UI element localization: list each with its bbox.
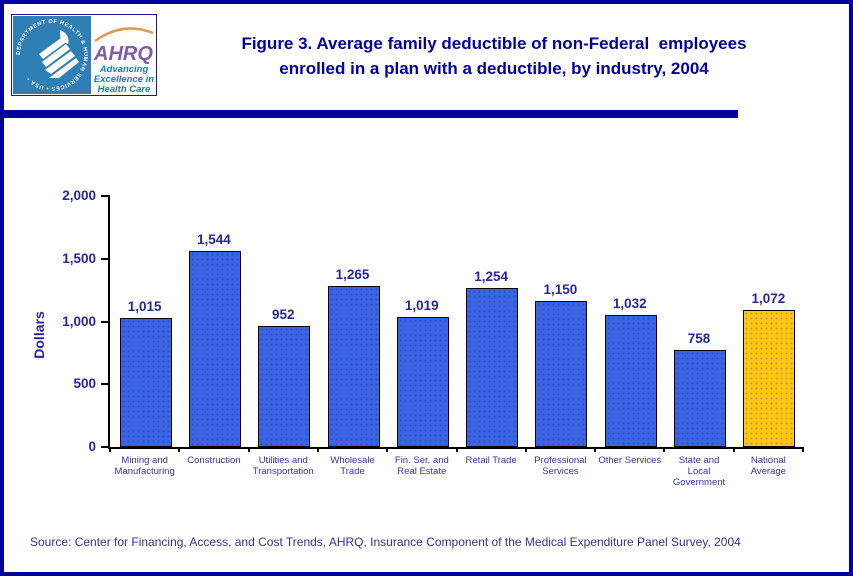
x-axis-tick	[802, 447, 804, 452]
x-axis-tick	[732, 447, 735, 452]
y-axis-tick	[101, 257, 110, 260]
bar-value-label: 1,032	[612, 296, 647, 311]
y-axis-tick	[101, 320, 110, 323]
x-axis-tick	[594, 447, 597, 452]
bar	[327, 286, 380, 447]
header-divider-bar	[4, 110, 738, 118]
bar-value-label: 758	[687, 331, 711, 346]
ahrq-tagline-line2: Excellence in	[94, 74, 154, 85]
y-axis-tick-label: 1,000	[62, 313, 96, 329]
bar-value-label: 1,544	[196, 232, 231, 247]
bar-value-label: 1,015	[127, 299, 162, 314]
hhs-ahrq-logo-graphic: DEPARTMENT OF HEALTH & HUMAN SERVICES • …	[11, 14, 157, 96]
hhs-eagle-icon	[39, 30, 79, 78]
x-axis-category-label: Retail Trade	[465, 455, 517, 466]
x-axis-category-label: National Average	[750, 455, 786, 477]
x-axis-category-label: Utilities and Transportation	[252, 455, 314, 477]
ahrq-swoosh-icon	[94, 27, 154, 43]
figure-title: Figure 3. Average family deductible of n…	[154, 31, 834, 81]
x-axis-tick	[109, 447, 111, 452]
x-axis-category-label: Wholesale Trade	[330, 455, 375, 477]
y-axis-title: Dollars	[31, 311, 47, 359]
bar-value-label: 1,072	[751, 291, 786, 306]
plot-area: 1,015 Mining and Manufacturing 1,544 Constru…	[62, 188, 804, 488]
x-axis-tick	[316, 447, 319, 452]
x-axis-tick	[455, 447, 458, 452]
ahrq-tagline-line1: Advancing	[99, 64, 149, 75]
bar	[396, 317, 449, 447]
bar	[188, 251, 241, 447]
x-axis-tick	[386, 447, 389, 452]
x-axis-tick	[247, 447, 250, 452]
x-axis-category-label: Other Services	[598, 455, 662, 466]
y-axis-tick-label: 1,500	[62, 250, 96, 266]
bar	[258, 326, 311, 447]
y-axis-tick	[101, 446, 110, 448]
bar-value-label: 1,150	[543, 282, 578, 297]
ahrq-tagline: Advancing Excellence in Health Care	[94, 64, 154, 95]
hhs-ahrq-logo: DEPARTMENT OF HEALTH & HUMAN SERVICES • …	[11, 14, 157, 101]
y-axis-tick	[101, 383, 110, 386]
bar	[604, 315, 657, 447]
ahrq-tagline-line3: Health Care	[98, 84, 152, 95]
y-axis-tick-label: 500	[73, 376, 96, 392]
y-axis-tick-label: 2,000	[62, 188, 96, 203]
bar-value-label: 1,265	[335, 267, 370, 282]
x-axis-tick	[178, 447, 181, 452]
x-axis-category-label: Professional Services	[534, 455, 587, 477]
bar	[535, 301, 588, 447]
x-axis-tick	[663, 447, 666, 452]
bar	[119, 318, 172, 447]
ahrq-acronym: AHRQ	[93, 43, 153, 65]
figure-title-line1: Figure 3. Average family deductible of n…	[241, 34, 747, 53]
y-axis-tick-label: 0	[88, 439, 96, 454]
source-citation: Source: Center for Financing, Access, an…	[30, 535, 741, 549]
x-axis-category-label: Mining and Manufacturing	[114, 455, 175, 477]
y-axis-tick	[101, 195, 110, 197]
bar-value-label: 1,254	[474, 269, 508, 284]
x-axis-category-label: Construction	[187, 455, 241, 466]
bar-value-label: 1,019	[404, 298, 439, 313]
bar	[466, 288, 519, 447]
x-axis-category-label: Fin. Ser. and Real Estate	[394, 455, 449, 477]
x-axis-tick	[524, 447, 527, 452]
bar	[674, 350, 726, 447]
bar	[743, 310, 796, 447]
bar-value-label: 952	[272, 307, 295, 322]
figure-title-line2: enrolled in a plan with a deductible, by…	[279, 59, 709, 78]
x-axis-category-label: State and Local Government	[672, 455, 726, 488]
